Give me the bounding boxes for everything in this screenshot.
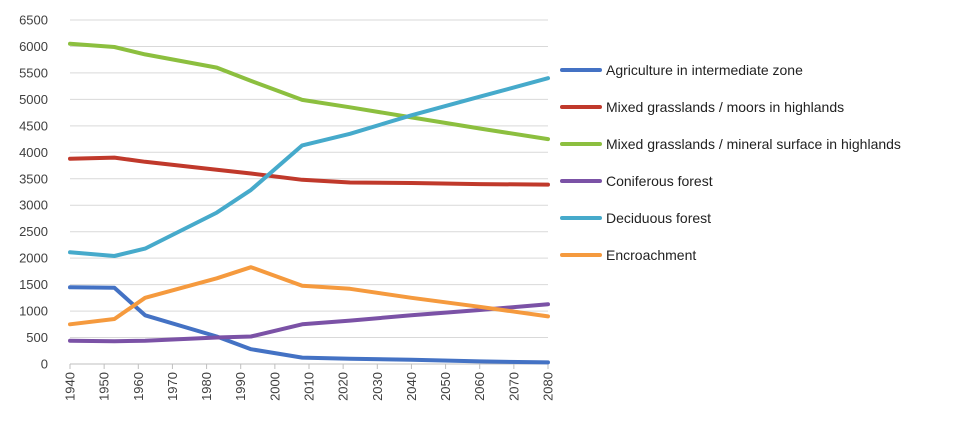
x-tick-label: 2020 bbox=[336, 372, 351, 401]
series-line bbox=[68, 155, 550, 187]
gridlines bbox=[70, 19, 548, 365]
y-tick-label: 4000 bbox=[19, 145, 48, 160]
x-tick-label: 1990 bbox=[233, 372, 248, 401]
y-axis: 0 500 1000 1500 2000 2500 3000 3500 4000 4500 5000… bbox=[19, 13, 48, 372]
y-tick-label: 6000 bbox=[19, 39, 48, 54]
legend-label: Coniferous forest bbox=[606, 173, 713, 189]
y-tick-label: 5500 bbox=[19, 65, 48, 80]
x-tick-label: 1970 bbox=[165, 372, 180, 401]
x-tick-label: 1960 bbox=[131, 372, 146, 401]
legend: Agriculture in intermediate zone Mixed gr… bbox=[560, 62, 901, 263]
x-tick-label: 2070 bbox=[506, 372, 521, 401]
x-tick-label: 2060 bbox=[472, 372, 487, 401]
series-line bbox=[68, 285, 550, 365]
series-line bbox=[68, 302, 550, 344]
legend-label: Mixed grasslands / moors in highlands bbox=[606, 99, 844, 115]
y-tick-label: 5000 bbox=[19, 92, 48, 107]
legend-label: Agriculture in intermediate zone bbox=[606, 62, 803, 78]
legend-label: Mixed grasslands / mineral surface in hi… bbox=[606, 136, 901, 152]
y-tick-label: 0 bbox=[41, 357, 48, 372]
x-tick-label: 1950 bbox=[97, 372, 112, 401]
y-tick-label: 2000 bbox=[19, 251, 48, 266]
legend-label: Encroachment bbox=[606, 247, 696, 263]
x-tick-label: 2080 bbox=[541, 372, 556, 401]
y-tick-label: 1000 bbox=[19, 304, 48, 319]
x-tick-label: 2040 bbox=[404, 372, 419, 401]
series-line bbox=[68, 41, 550, 142]
y-tick-label: 4500 bbox=[19, 118, 48, 133]
y-tick-label: 1500 bbox=[19, 277, 48, 292]
x-tick-label: 2050 bbox=[438, 372, 453, 401]
series-line bbox=[68, 76, 550, 258]
legend-label: Deciduous forest bbox=[606, 210, 711, 226]
y-tick-label: 2500 bbox=[19, 224, 48, 239]
y-tick-label: 3000 bbox=[19, 198, 48, 213]
x-tick-label: 1940 bbox=[63, 372, 78, 401]
x-tick-label: 1980 bbox=[199, 372, 214, 401]
x-axis: 1940 1950 1960 1970 1980 1990 2000 2010 2020 2030… bbox=[63, 363, 556, 401]
x-tick-label: 2030 bbox=[370, 372, 385, 401]
y-tick-label: 500 bbox=[26, 330, 48, 345]
x-tick-label: 2010 bbox=[302, 372, 317, 401]
series-lines bbox=[68, 41, 550, 365]
series-line bbox=[68, 265, 550, 327]
y-tick-label: 3500 bbox=[19, 171, 48, 186]
y-tick-label: 6500 bbox=[19, 13, 48, 28]
x-tick-label: 2000 bbox=[267, 372, 282, 401]
